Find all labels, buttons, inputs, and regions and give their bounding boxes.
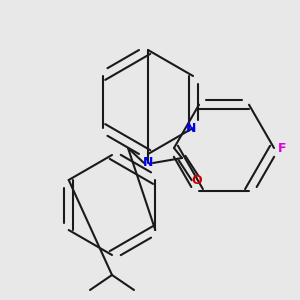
Text: N: N [186, 122, 196, 134]
Text: O: O [192, 175, 202, 188]
Text: F: F [278, 142, 286, 154]
Text: N: N [143, 157, 153, 169]
